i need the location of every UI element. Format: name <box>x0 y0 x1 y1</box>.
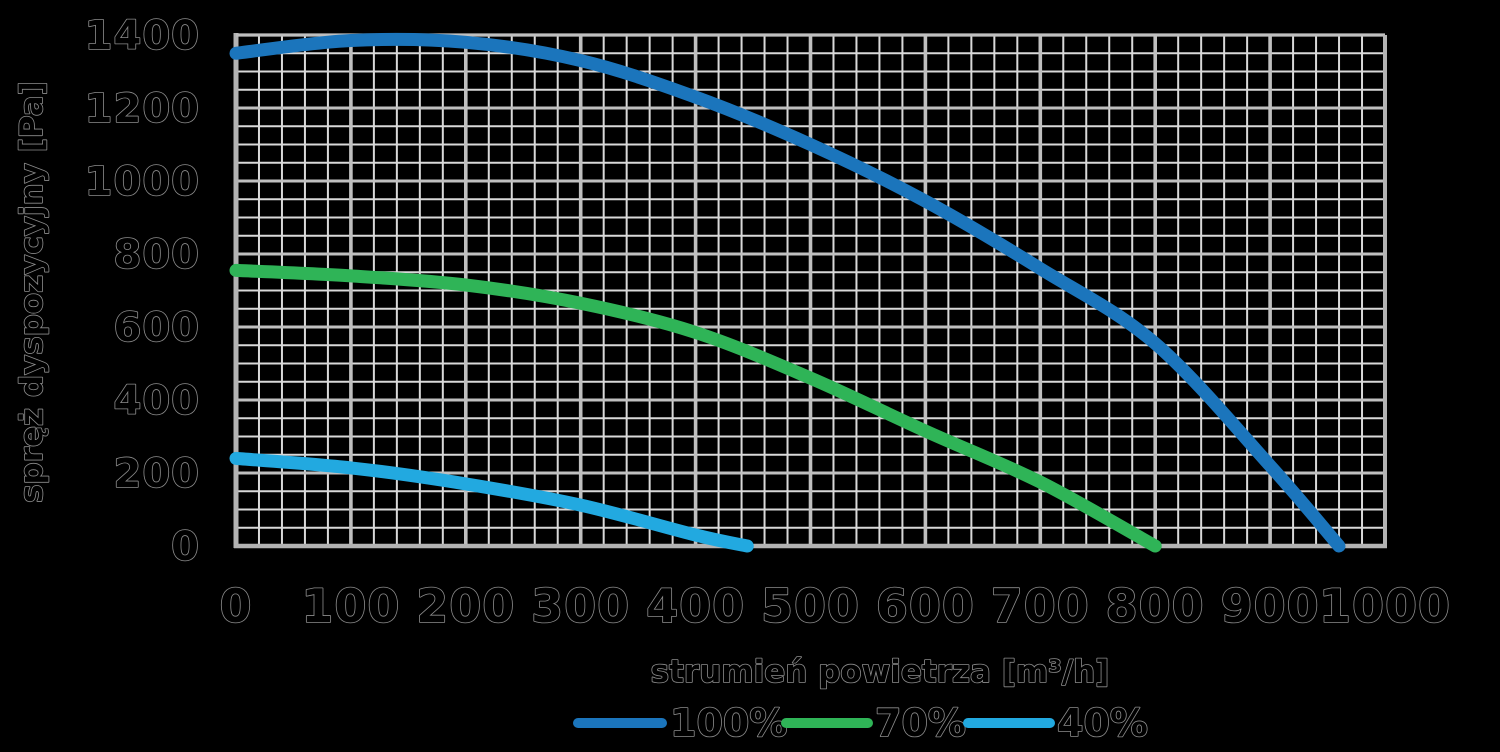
y-tick-label: 200 <box>114 451 201 497</box>
y-tick-label: 1200 <box>85 86 200 132</box>
y-axis-title: spręż dyspozycyjny [Pa] <box>14 81 50 503</box>
y-tick-label: 600 <box>114 305 201 351</box>
y-tick-label: 1400 <box>85 13 200 59</box>
x-tick-label: 800 <box>1106 579 1205 633</box>
x-tick-label: 300 <box>531 579 630 633</box>
legend: 100% 70% 40% <box>573 700 1149 746</box>
legend-label-70: 70% <box>875 701 966 745</box>
x-tick-label: 200 <box>416 579 515 633</box>
x-axis-title: strumień powietrza [m³/h] <box>651 654 1110 690</box>
y-tick-label: 0 <box>171 524 200 570</box>
curves <box>229 32 1346 553</box>
x-tick-label: 1000 <box>1319 579 1451 633</box>
x-tick-label: 900 <box>1221 579 1320 633</box>
x-tick-label: 400 <box>646 579 745 633</box>
x-tick-label: 0 <box>219 579 252 633</box>
x-axis-tick-labels: 0 100 200 300 400 500 600 700 800 900 1000 <box>219 578 1451 634</box>
x-tick-label: 100 <box>301 579 400 633</box>
y-tick-label: 1000 <box>85 159 200 205</box>
legend-item-100: 100% <box>573 700 788 746</box>
curve-series-1-70pct <box>229 263 1162 553</box>
curve-series-0-100pct <box>229 32 1346 553</box>
y-tick-label: 800 <box>114 232 201 278</box>
curve-series-2-40pct <box>229 451 754 553</box>
x-tick-label: 600 <box>876 579 975 633</box>
y-tick-label: 400 <box>114 378 201 424</box>
x-tick-label: 700 <box>991 579 1090 633</box>
legend-item-40: 40% <box>963 700 1149 746</box>
legend-item-70: 70% <box>781 700 967 746</box>
legend-label-100: 100% <box>670 701 787 745</box>
y-axis-tick-labels: 0 200 400 600 800 1000 1200 1400 <box>84 12 201 571</box>
legend-label-40: 40% <box>1057 701 1148 745</box>
x-tick-label: 500 <box>761 579 860 633</box>
